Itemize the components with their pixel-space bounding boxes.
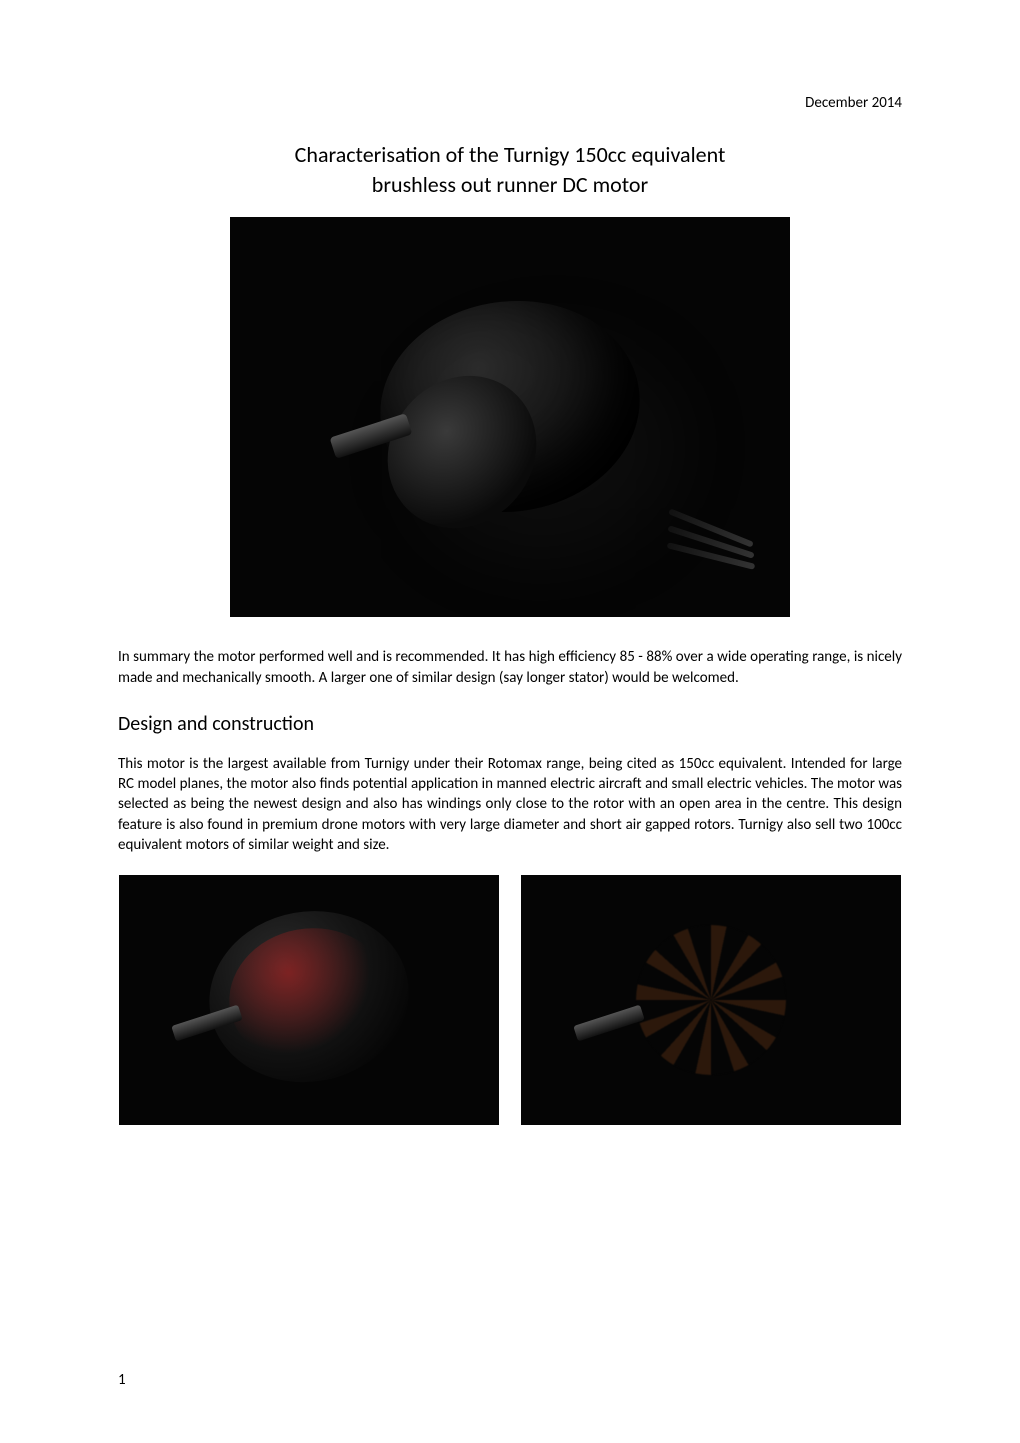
document-title: Characterisation of the Turnigy 150cc eq… <box>118 140 902 199</box>
bottom-right-figure <box>521 875 901 1125</box>
design-paragraph: This motor is the largest available from… <box>118 754 902 855</box>
title-line-2: brushless out runner DC motor <box>372 171 648 198</box>
bottom-figure-row <box>118 875 902 1125</box>
motor-100cc-red-shape <box>196 896 422 1098</box>
section-heading-design: Design and construction <box>118 712 902 736</box>
hero-figure-wrap <box>118 217 902 617</box>
motor-wires-shape <box>666 525 756 585</box>
document-date: December 2014 <box>118 94 902 112</box>
motor-100cc-open-shape <box>598 896 824 1098</box>
hero-motor-figure <box>230 217 790 617</box>
summary-paragraph: In summary the motor performed well and … <box>118 647 902 688</box>
bottom-left-figure <box>119 875 499 1125</box>
title-line-1: Characterisation of the Turnigy 150cc eq… <box>295 141 726 168</box>
page-number: 1 <box>118 1371 126 1389</box>
